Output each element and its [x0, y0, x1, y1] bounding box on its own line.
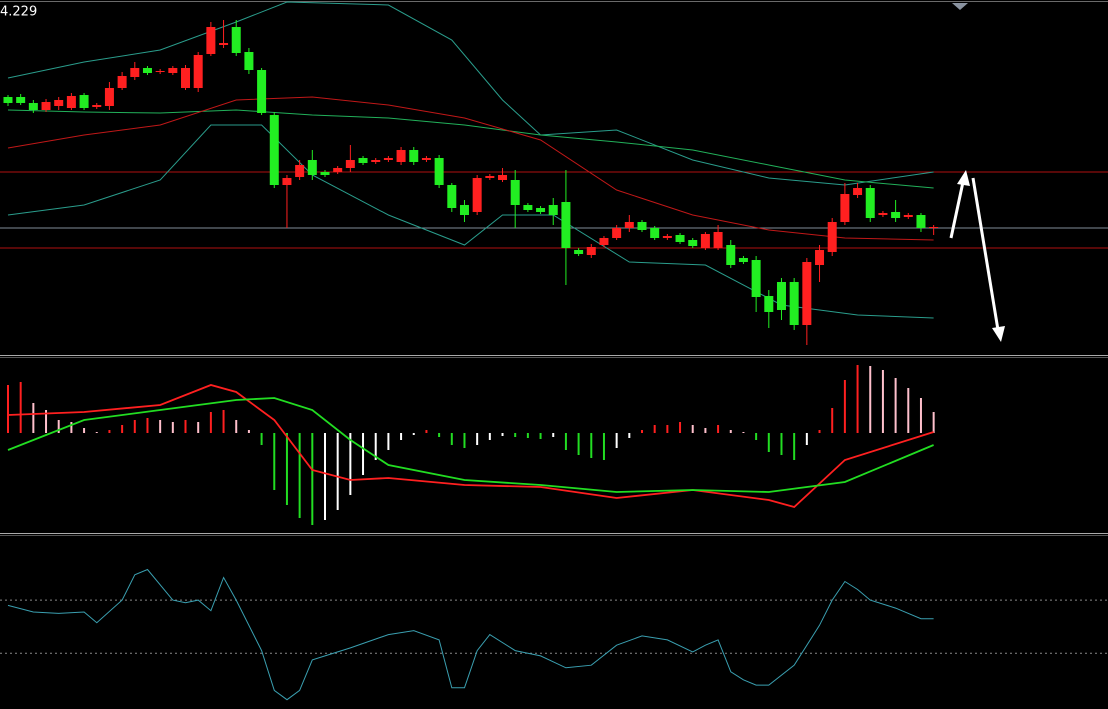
candle-body [130, 68, 140, 77]
candle-body [916, 215, 926, 228]
candle-body [815, 250, 825, 265]
candle-body [409, 150, 419, 162]
candle-body [827, 222, 837, 252]
candle-body [891, 212, 901, 218]
candle-body [929, 227, 939, 228]
candle-body [28, 103, 38, 110]
candle-body [599, 238, 609, 245]
candle-body [282, 178, 292, 185]
candle-body [675, 235, 685, 242]
candle-body [536, 208, 546, 212]
candle-body [396, 150, 406, 162]
candle-body [295, 165, 305, 177]
candle-body [383, 158, 393, 160]
macd-line [7, 397, 934, 493]
candle-body [637, 222, 647, 230]
candle-body [485, 176, 495, 178]
candle-body [181, 68, 191, 88]
candle-body [726, 245, 736, 265]
candle-body [662, 236, 672, 238]
candle-body [421, 158, 431, 160]
candle-body [624, 222, 634, 228]
annotation-arrows [949, 170, 1005, 342]
arrow-head [957, 170, 970, 186]
candle-body [650, 228, 660, 238]
candle-body [751, 260, 761, 297]
candle-body [561, 202, 571, 248]
candle-body [548, 205, 558, 215]
candle-body [586, 247, 596, 255]
candle-body [155, 71, 165, 72]
candle-body [3, 97, 13, 103]
candle-body [358, 158, 368, 163]
candle-body [41, 102, 51, 110]
candle-body [789, 282, 799, 325]
candle-body [865, 188, 875, 218]
candle-body [612, 228, 622, 238]
candle-body [257, 70, 267, 113]
oscillator-line [7, 568, 934, 701]
indicator-line [7, 1, 934, 186]
candle-body [206, 27, 216, 54]
candle-body [510, 180, 520, 205]
candle-body [498, 175, 508, 180]
candle-body [168, 68, 178, 73]
candle-body [79, 95, 89, 108]
candle-body [764, 296, 774, 312]
candle-body [903, 215, 913, 217]
candle-body [459, 205, 469, 215]
candle-body [307, 160, 317, 175]
indicator-line [7, 109, 934, 189]
candle-body [231, 27, 241, 53]
indicator-line [7, 96, 934, 241]
candle-body [713, 232, 723, 248]
candle-body [16, 97, 26, 103]
candle-body [193, 55, 203, 88]
candle-body [574, 250, 584, 254]
marker-triangle [952, 3, 968, 10]
candle-body [104, 88, 114, 106]
candle-body [244, 52, 254, 70]
candle-body [320, 172, 330, 175]
candle-body [434, 158, 444, 185]
candle-body [345, 160, 355, 168]
candle-body [700, 234, 710, 248]
candle-body [447, 185, 457, 208]
arrow [949, 181, 965, 239]
candle-body [802, 262, 812, 325]
price-label: 4.229 [0, 5, 37, 20]
candle-body [688, 240, 698, 246]
candle-body [219, 43, 229, 45]
candle-body [840, 194, 850, 222]
candle-body [738, 258, 748, 262]
candle-body [92, 105, 102, 107]
candle-body [117, 76, 127, 88]
candle-body [371, 160, 381, 162]
candle-body [472, 178, 482, 212]
candle-body [878, 213, 888, 215]
candle-body [66, 96, 76, 108]
candle-body [54, 100, 64, 106]
candle-body [333, 168, 343, 172]
arrow [971, 177, 1000, 331]
macd-line [7, 384, 934, 509]
arrow-head [992, 326, 1005, 342]
candle-body [269, 115, 279, 185]
candle-body [853, 188, 863, 195]
candle-body [776, 282, 786, 310]
candle-body [523, 205, 533, 210]
candle-body [142, 68, 152, 73]
